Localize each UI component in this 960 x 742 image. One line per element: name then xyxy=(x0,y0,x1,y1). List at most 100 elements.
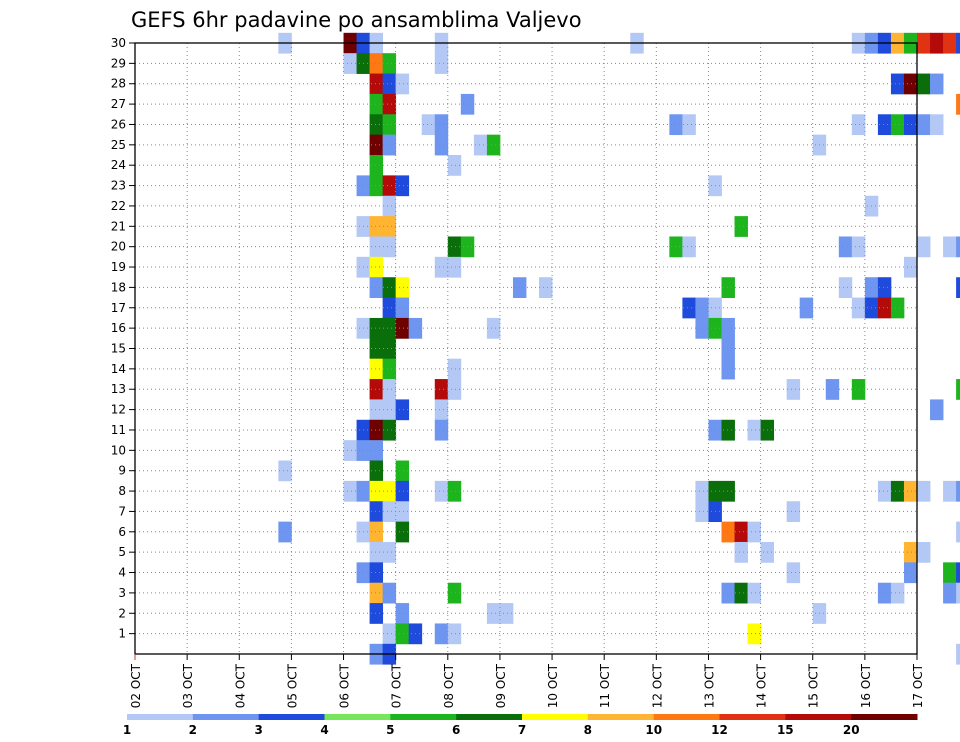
heatmap-cell xyxy=(695,297,709,319)
heatmap-cell xyxy=(956,379,960,400)
heatmap-cell xyxy=(695,317,709,339)
heatmap-cell xyxy=(369,175,384,197)
heatmap-cell xyxy=(395,603,410,624)
y-tick-label: 4 xyxy=(118,566,126,580)
heatmap-cell xyxy=(369,216,384,237)
heatmap-cell xyxy=(786,501,801,523)
colorbar-swatch xyxy=(192,714,260,720)
heatmap-cell xyxy=(486,134,501,156)
heatmap-cell xyxy=(682,297,696,319)
colorbar-swatch xyxy=(522,714,589,720)
heatmap-cell xyxy=(382,317,397,339)
heatmap-cell xyxy=(434,419,449,441)
heatmap-cell xyxy=(486,317,501,339)
x-tick-label: 09 OCT xyxy=(494,663,508,708)
y-tick-label: 28 xyxy=(111,77,126,91)
heatmap-cell xyxy=(382,114,397,136)
heatmap-cell xyxy=(369,277,384,298)
heatmap-cell xyxy=(956,643,960,665)
colorbar-swatch xyxy=(324,714,391,720)
heatmap-cell xyxy=(343,440,357,461)
y-tick-label: 23 xyxy=(111,179,126,193)
heatmap-cell xyxy=(747,521,761,543)
heatmap-cell xyxy=(382,53,397,74)
heatmap-cell xyxy=(786,562,801,584)
colorbar-label: 10 xyxy=(645,723,662,737)
heatmap-cell xyxy=(943,236,957,258)
heatmap-cell xyxy=(395,623,410,645)
heatmap-cell xyxy=(395,317,410,339)
heatmap-cell xyxy=(851,379,866,400)
x-tick-label: 10 OCT xyxy=(546,663,560,708)
heatmap-cell xyxy=(956,582,960,604)
heatmap-cell xyxy=(369,358,384,380)
heatmap-cell xyxy=(382,236,397,258)
colorbar-label: 3 xyxy=(255,723,263,737)
y-tick-label: 17 xyxy=(111,301,126,315)
heatmap-cell xyxy=(734,541,748,563)
heatmap-cell xyxy=(369,236,384,258)
colorbar-label: 6 xyxy=(452,723,460,737)
heatmap-cell xyxy=(369,114,384,136)
heatmap-cell xyxy=(434,114,449,136)
x-tick-label: 08 OCT xyxy=(442,663,456,708)
heatmap-cell xyxy=(421,114,436,136)
y-tick-label: 3 xyxy=(118,586,126,600)
heatmap-cell xyxy=(395,175,410,197)
heatmap-cell xyxy=(721,317,735,339)
y-tick-label: 21 xyxy=(111,219,126,233)
colorbar-swatch xyxy=(851,714,918,720)
x-tick-label: 13 OCT xyxy=(703,663,717,708)
heatmap-cell xyxy=(278,460,292,482)
colorbar-swatch xyxy=(785,714,852,720)
heatmap-cell xyxy=(956,521,960,543)
heatmap-cell xyxy=(877,480,892,502)
heatmap-cell xyxy=(695,501,709,523)
x-tick-label: 06 OCT xyxy=(338,663,352,708)
heatmap-cell xyxy=(434,134,449,156)
colorbar-swatch xyxy=(456,714,523,720)
heatmap-cell xyxy=(382,73,397,95)
heatmap-cell xyxy=(369,256,384,278)
x-tick-label: 12 OCT xyxy=(650,663,664,708)
heatmap-cell xyxy=(369,501,384,523)
heatmap-cell xyxy=(917,114,931,136)
chart-title: GEFS 6hr padavine po ansamblima Valjevo xyxy=(131,8,582,32)
heatmap-cell xyxy=(930,32,944,54)
heatmap-cell xyxy=(369,582,384,604)
heatmap-cell xyxy=(395,399,410,421)
y-tick-label: 2 xyxy=(118,606,126,620)
heatmap-cell xyxy=(434,480,449,502)
y-tick-label: 18 xyxy=(111,280,126,294)
x-axis: 02 OCT 03 OCT 04 OCT 05 OCT 06 OCT 07 OCT 08 O… xyxy=(129,654,925,708)
y-axis: 1234567891011121314151617181920212223242… xyxy=(111,36,135,641)
y-tick-label: 26 xyxy=(111,117,126,131)
x-tick-label: 03 OCT xyxy=(181,663,195,708)
x-tick-label: 15 OCT xyxy=(807,663,821,708)
heatmap-cell xyxy=(799,297,814,319)
heatmap-cell xyxy=(382,582,397,604)
heatmap-cell xyxy=(786,379,801,400)
heatmap-cell xyxy=(903,256,918,278)
heatmap-cell xyxy=(369,155,384,176)
heatmap-cell xyxy=(903,114,918,136)
heatmap-cell xyxy=(890,73,905,95)
heatmap-cell xyxy=(851,114,866,136)
heatmap-cell xyxy=(877,277,892,298)
heatmap-cell xyxy=(382,358,397,380)
heatmap-cell xyxy=(369,93,384,115)
heatmap-cell xyxy=(369,73,384,95)
heatmap-cell xyxy=(395,297,410,319)
colorbar-swatch xyxy=(127,714,194,720)
heatmap-cell xyxy=(395,480,410,502)
y-tick-label: 7 xyxy=(118,504,126,518)
heatmap-cell xyxy=(434,53,449,74)
heatmap-cell xyxy=(434,256,449,278)
colorbar-label: 7 xyxy=(518,723,526,737)
heatmap-cell xyxy=(447,256,462,278)
y-tick-label: 20 xyxy=(111,240,126,254)
heatmap-cell xyxy=(956,93,960,115)
heatmap-cell xyxy=(382,93,397,115)
colorbar-swatch xyxy=(258,714,325,720)
